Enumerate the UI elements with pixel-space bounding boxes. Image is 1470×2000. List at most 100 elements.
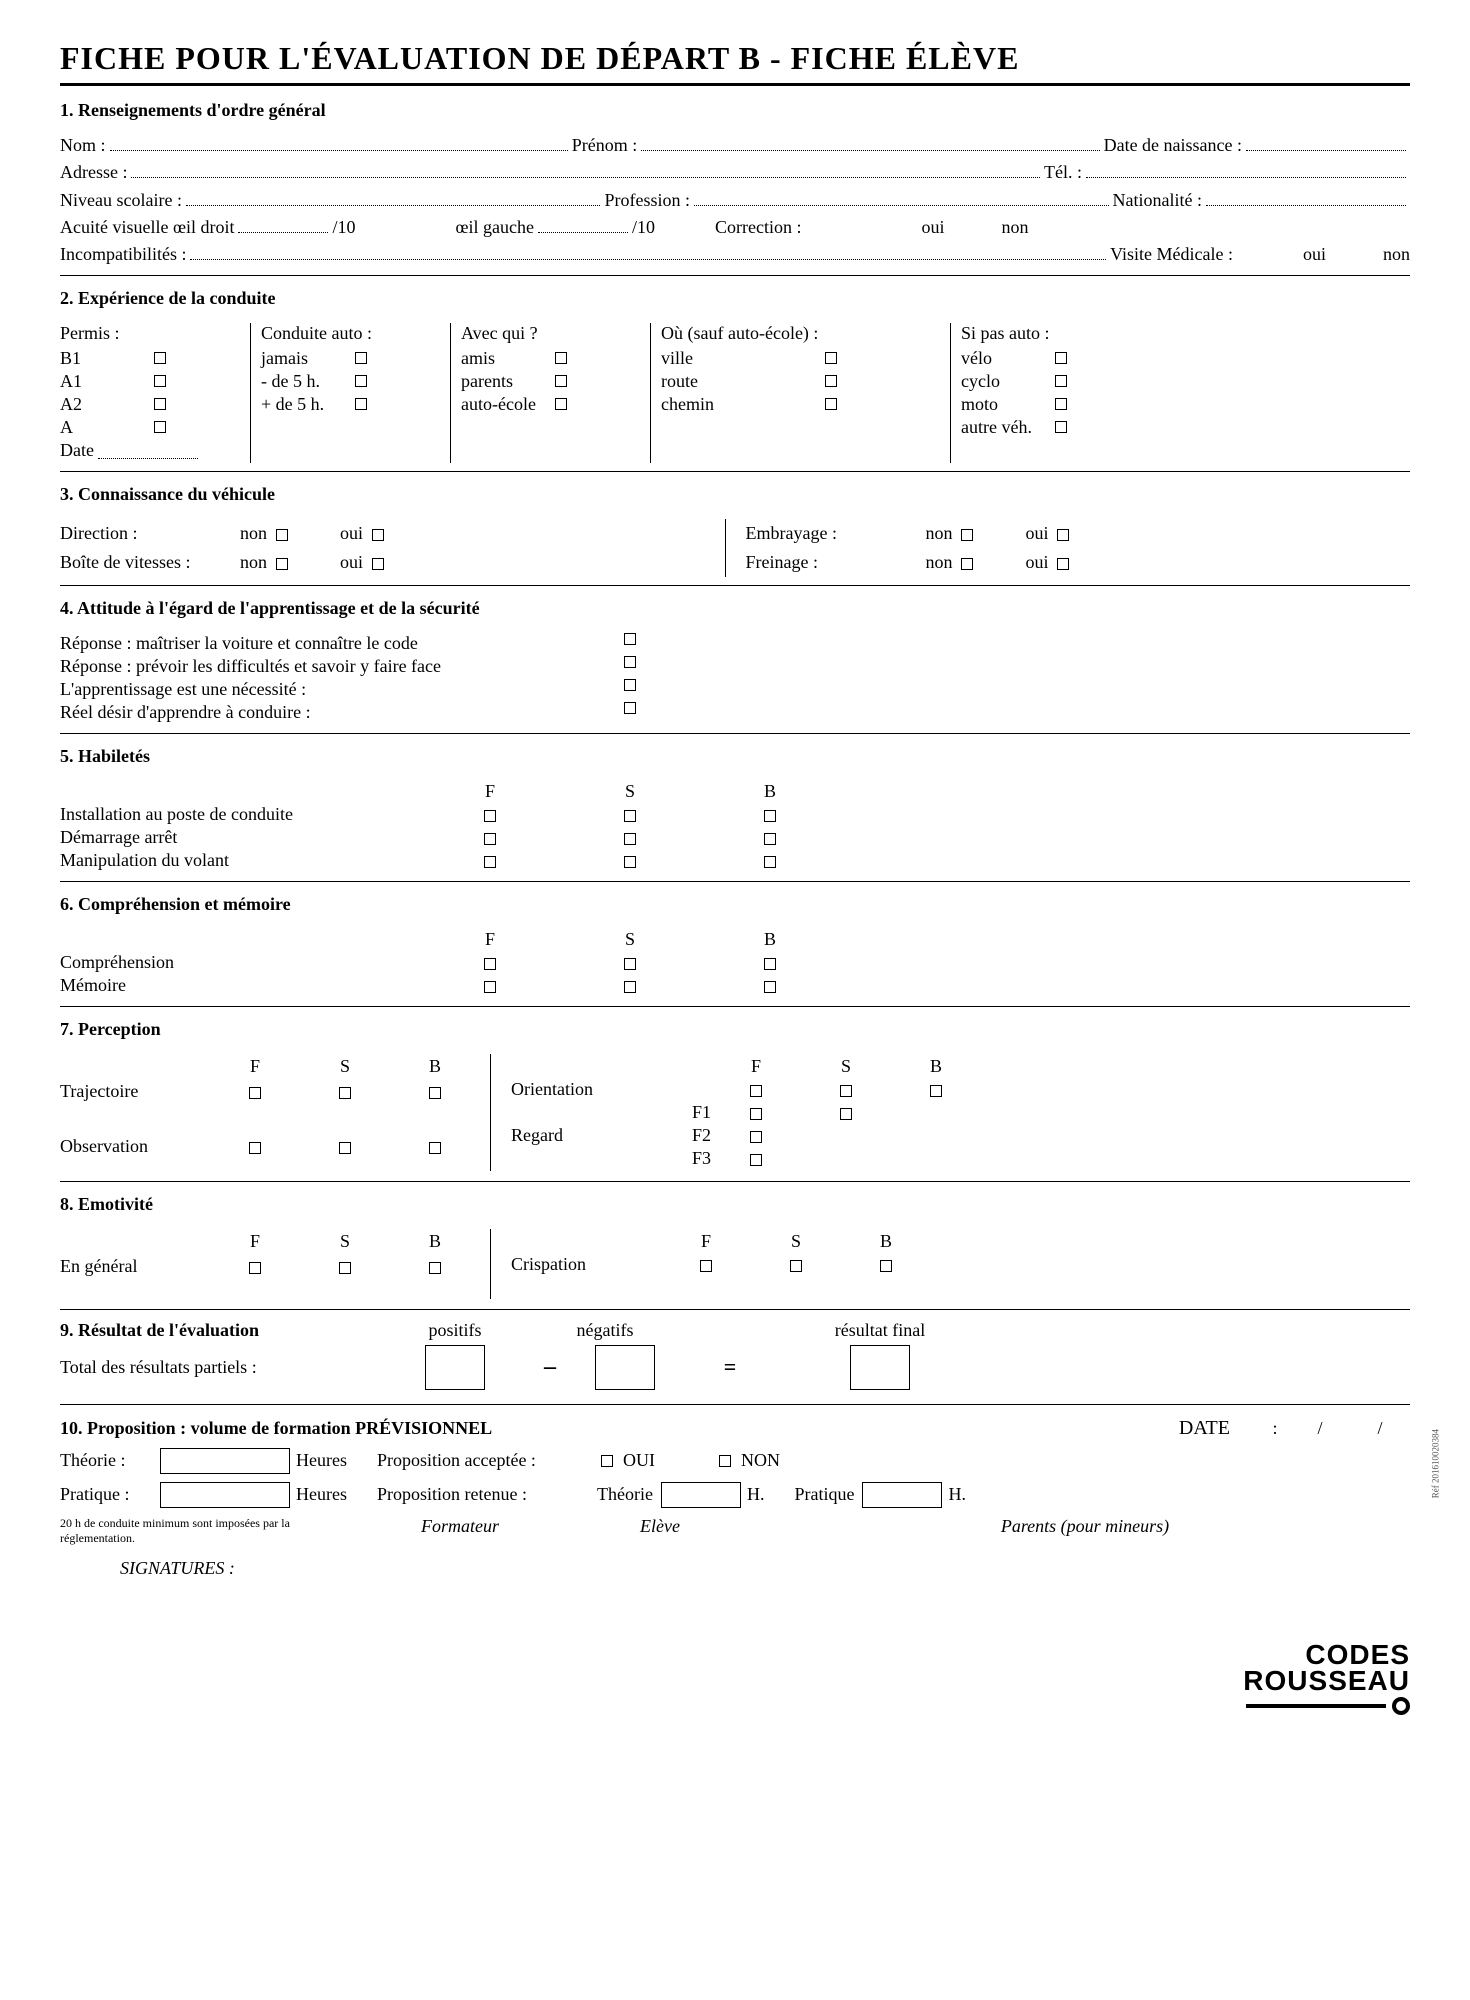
- cb-sipas-velo[interactable]: [1055, 352, 1067, 364]
- cb-obs-s[interactable]: [339, 1142, 351, 1154]
- cb-ou-chemin[interactable]: [825, 398, 837, 410]
- cb-obs-b[interactable]: [429, 1142, 441, 1154]
- cb-embrayage-non[interactable]: [961, 529, 973, 541]
- pratique2-box[interactable]: [862, 1482, 942, 1508]
- cb-s6-2f[interactable]: [484, 981, 496, 993]
- cb-conduite-m5[interactable]: [355, 375, 367, 387]
- cb-orient-s[interactable]: [840, 1085, 852, 1097]
- adresse-field[interactable]: [131, 162, 1040, 178]
- cb-avec-amis[interactable]: [555, 352, 567, 364]
- permis-date-field[interactable]: [98, 442, 198, 458]
- cb-s6-1s[interactable]: [624, 958, 636, 970]
- cb-s4-2[interactable]: [624, 656, 636, 668]
- cb-orient-f[interactable]: [750, 1085, 762, 1097]
- cb-s5-3b[interactable]: [764, 856, 776, 868]
- cb-s5-1f[interactable]: [484, 810, 496, 822]
- cb-s4-3[interactable]: [624, 679, 636, 691]
- correction-non[interactable]: non: [1001, 217, 1028, 238]
- dob-label: Date de naissance :: [1104, 135, 1242, 156]
- cb-prop-oui[interactable]: [601, 1455, 613, 1467]
- date-colon: :: [1260, 1418, 1290, 1439]
- cb-s5-3f[interactable]: [484, 856, 496, 868]
- cb-s6-2s[interactable]: [624, 981, 636, 993]
- visite-oui[interactable]: oui: [1303, 244, 1383, 265]
- cb-boite-non[interactable]: [276, 558, 288, 570]
- boite-label: Boîte de vitesses :: [60, 552, 240, 573]
- date-label: DATE: [1179, 1417, 1230, 1440]
- s10-head: 10. Proposition : volume de formation PR…: [60, 1418, 1179, 1439]
- cb-obs-f[interactable]: [249, 1142, 261, 1154]
- cb-permis-a[interactable]: [154, 421, 166, 433]
- pratique-box[interactable]: [160, 1482, 290, 1508]
- cb-s4-1[interactable]: [624, 633, 636, 645]
- nom-field[interactable]: [110, 135, 568, 151]
- cb-traj-b[interactable]: [429, 1087, 441, 1099]
- cb-avec-ecole[interactable]: [555, 398, 567, 410]
- s1-head: 1. Renseignements d'ordre général: [60, 100, 1410, 125]
- cb-f1[interactable]: [750, 1108, 762, 1120]
- correction-oui[interactable]: oui: [921, 217, 1001, 238]
- cb-f1b[interactable]: [840, 1108, 852, 1120]
- cb-traj-s[interactable]: [339, 1087, 351, 1099]
- cb-s5-2f[interactable]: [484, 833, 496, 845]
- page-title: FICHE POUR L'ÉVALUATION DE DÉPART B - FI…: [60, 40, 1410, 86]
- cb-f3[interactable]: [750, 1154, 762, 1166]
- cb-orient-b[interactable]: [930, 1085, 942, 1097]
- cb-s5-2b[interactable]: [764, 833, 776, 845]
- cb-freinage-oui[interactable]: [1057, 558, 1069, 570]
- theorie2-box[interactable]: [661, 1482, 741, 1508]
- cb-permis-a2[interactable]: [154, 398, 166, 410]
- box-pos[interactable]: [425, 1345, 485, 1390]
- cb-freinage-non[interactable]: [961, 558, 973, 570]
- visite-non[interactable]: non: [1383, 244, 1410, 265]
- f3-label: F3: [661, 1148, 711, 1169]
- acuite-droit-field[interactable]: [238, 217, 328, 233]
- nationalite-label: Nationalité :: [1113, 190, 1202, 211]
- cb-s5-1s[interactable]: [624, 810, 636, 822]
- cb-crisp-b[interactable]: [880, 1260, 892, 1272]
- box-final[interactable]: [850, 1345, 910, 1390]
- cb-sipas-autre[interactable]: [1055, 421, 1067, 433]
- cb-conduite-p5[interactable]: [355, 398, 367, 410]
- tel-field[interactable]: [1086, 162, 1406, 178]
- cb-embrayage-oui[interactable]: [1057, 529, 1069, 541]
- cb-gen-b[interactable]: [429, 1262, 441, 1274]
- box-neg[interactable]: [595, 1345, 655, 1390]
- nationalite-field[interactable]: [1206, 189, 1406, 205]
- cb-s6-2b[interactable]: [764, 981, 776, 993]
- cb-conduite-jamais[interactable]: [355, 352, 367, 364]
- prenom-field[interactable]: [641, 135, 1099, 151]
- cb-traj-f[interactable]: [249, 1087, 261, 1099]
- cb-gen-f[interactable]: [249, 1262, 261, 1274]
- cb-ou-route[interactable]: [825, 375, 837, 387]
- profession-field[interactable]: [694, 189, 1109, 205]
- cb-s5-1b[interactable]: [764, 810, 776, 822]
- cb-direction-non[interactable]: [276, 529, 288, 541]
- acuite-gauche-field[interactable]: [538, 217, 628, 233]
- cb-sipas-cyclo[interactable]: [1055, 375, 1067, 387]
- adresse-label: Adresse :: [60, 162, 127, 183]
- cb-s6-1f[interactable]: [484, 958, 496, 970]
- cb-avec-parents[interactable]: [555, 375, 567, 387]
- cb-f2[interactable]: [750, 1131, 762, 1143]
- cb-permis-a1[interactable]: [154, 375, 166, 387]
- incomp-field[interactable]: [190, 244, 1106, 260]
- cb-ou-ville[interactable]: [825, 352, 837, 364]
- cb-boite-oui[interactable]: [372, 558, 384, 570]
- s8l-s: S: [300, 1231, 390, 1252]
- cb-permis-b1[interactable]: [154, 352, 166, 364]
- cb-s5-2s[interactable]: [624, 833, 636, 845]
- cb-direction-oui[interactable]: [372, 529, 384, 541]
- cb-s4-4[interactable]: [624, 702, 636, 714]
- dob-field[interactable]: [1246, 135, 1406, 151]
- cb-s5-3s[interactable]: [624, 856, 636, 868]
- cb-crisp-f[interactable]: [700, 1260, 712, 1272]
- cb-sipas-moto[interactable]: [1055, 398, 1067, 410]
- cb-s6-1b[interactable]: [764, 958, 776, 970]
- cb-prop-non[interactable]: [719, 1455, 731, 1467]
- cb-gen-s[interactable]: [339, 1262, 351, 1274]
- theorie-box[interactable]: [160, 1448, 290, 1474]
- cb-crisp-s[interactable]: [790, 1260, 802, 1272]
- niveau-field[interactable]: [186, 189, 601, 205]
- acuite-gauche-label: œil gauche: [455, 217, 533, 238]
